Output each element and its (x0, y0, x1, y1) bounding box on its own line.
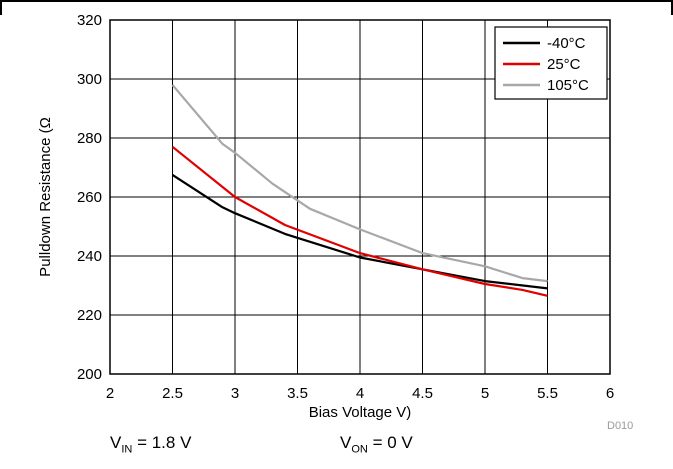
legend-label: 105°C (547, 77, 589, 94)
legend-label: 25°C (547, 56, 581, 73)
von-caption: VON = 0 V (340, 433, 413, 455)
x-tick-labels: 2 2.5 3 3.5 4 4.5 5 5.5 6 (106, 385, 614, 402)
y-tick-label: 280 (77, 130, 102, 147)
x-tick-label: 4 (356, 385, 364, 402)
x-tick-label: 3 (231, 385, 239, 402)
legend-label: -40°C (547, 35, 586, 52)
y-tick-label: 220 (77, 307, 102, 324)
y-tick-labels: 200 220 240 260 280 300 320 (77, 12, 102, 383)
y-tick-label: 260 (77, 189, 102, 206)
legend: -40°C 25°C 105°C (494, 26, 608, 100)
plot-area-border (109, 19, 611, 375)
vin-value: = 1.8 V (132, 433, 192, 452)
x-axis-label: Bias Voltage V) (309, 404, 412, 421)
x-tick-label: 4.5 (412, 385, 433, 402)
vin-symbol: V (110, 433, 122, 452)
x-tick-label: 5 (481, 385, 489, 402)
von-subscript: ON (351, 443, 368, 456)
von-symbol: V (340, 433, 352, 452)
series-line (171, 145, 548, 297)
series-lines (171, 84, 548, 297)
vin-caption: VIN = 1.8 V (110, 433, 191, 455)
x-tick-label: 5.5 (537, 385, 558, 402)
x-tick-label: 3.5 (287, 385, 308, 402)
y-axis-label: Pulldown Resistance (Ω (37, 117, 54, 277)
x-tick-label: 2.5 (162, 385, 183, 402)
von-value: = 0 V (367, 433, 413, 452)
vin-subscript: IN (121, 443, 133, 456)
y-tick-label: 320 (77, 12, 102, 29)
y-tick-label: 240 (77, 248, 102, 265)
series-line (171, 84, 548, 283)
x-tick-label: 6 (606, 385, 614, 402)
series-line (171, 173, 548, 290)
x-tick-label: 2 (106, 385, 114, 402)
y-tick-label: 300 (77, 71, 102, 88)
y-tick-label: 200 (77, 366, 102, 383)
figure-id: D010 (607, 420, 633, 432)
